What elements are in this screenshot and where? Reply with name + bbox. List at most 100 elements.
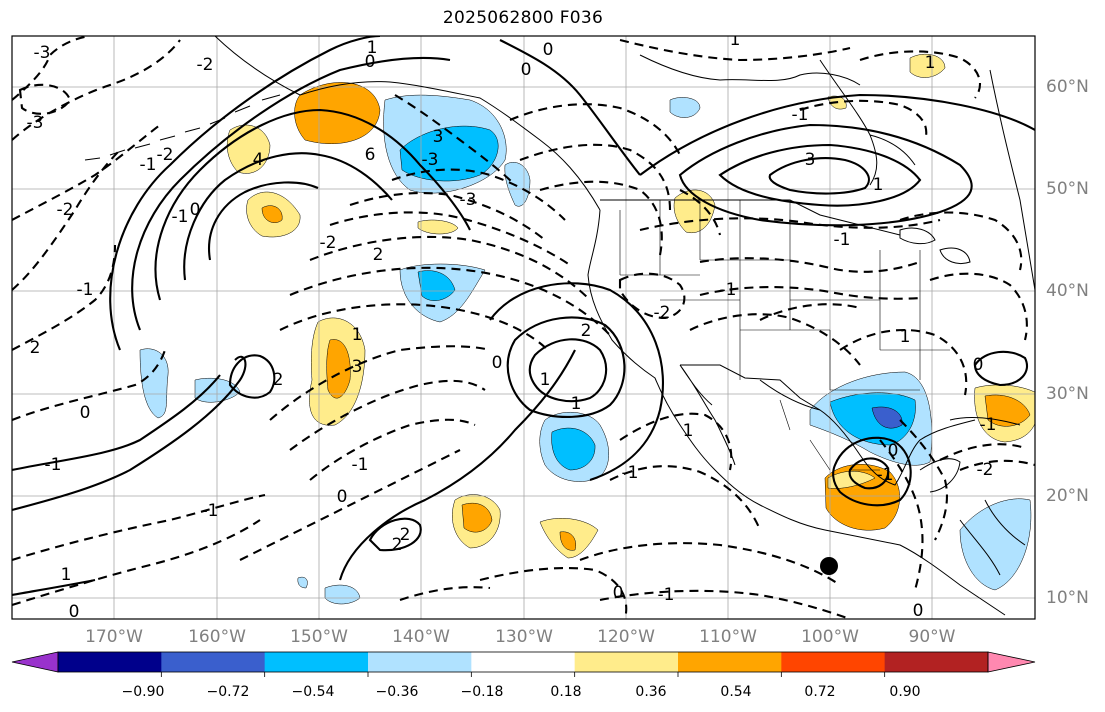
contour-positive [832, 436, 912, 507]
anomaly-negative [297, 576, 308, 589]
svg-text:1: 1 [571, 394, 582, 414]
state-borders [619, 200, 950, 391]
anomaly-positive [559, 531, 576, 551]
colorbar-tick-label: 0.36 [635, 684, 667, 700]
anomaly-positive [417, 219, 459, 235]
central-america [959, 499, 1026, 576]
contour-positive [12, 578, 96, 597]
east-canada-coast [989, 69, 1035, 291]
svg-text:6: 6 [365, 145, 376, 165]
map-title: 2025062800 F036 [442, 8, 604, 28]
anomaly-negative [551, 427, 596, 471]
coastlines [84, 36, 1035, 616]
svg-text:-1: -1 [720, 280, 737, 300]
anomaly-negative [139, 348, 169, 419]
contour-positive [183, 152, 393, 281]
colorbar-tick-label: −0.54 [291, 684, 335, 700]
contour-lines [12, 36, 1035, 619]
colorbar-outline [57, 651, 989, 673]
contour-positive [12, 374, 221, 472]
svg-text:-3: -3 [422, 150, 439, 170]
colorbar-extend-high [987, 651, 1036, 673]
colorbar-segment [574, 652, 679, 672]
svg-text:-1: -1 [140, 155, 157, 175]
anomaly-positive [261, 205, 283, 223]
anomaly-positive [984, 394, 1031, 427]
svg-text:1: 1 [540, 370, 551, 390]
svg-text:-1: -1 [45, 455, 62, 475]
lon-label-170w: 170°W [85, 627, 143, 647]
contour-positive [506, 316, 626, 418]
lon-label-100w: 100°W [801, 627, 859, 647]
contour-positive [639, 93, 1035, 176]
lon-label-140w: 140°W [392, 627, 450, 647]
contour-labels: -3 -2 -3 0 1 -2 -1 -2 -1 0 -1 2 4 3 6 -3… [27, 30, 997, 622]
contour-positive [12, 355, 247, 512]
colorbar-segment [368, 652, 472, 672]
contour-positive [228, 354, 276, 399]
svg-text:-1: -1 [202, 501, 219, 521]
lon-label-120w: 120°W [597, 627, 655, 647]
colorbar-segment [58, 652, 162, 672]
svg-text:1: 1 [900, 327, 911, 347]
svg-text:2: 2 [273, 370, 284, 390]
contour-positive [489, 282, 664, 481]
svg-text:-3: -3 [460, 190, 477, 210]
svg-text:0: 0 [888, 441, 899, 461]
svg-text:2: 2 [392, 535, 403, 555]
anomaly-negative [417, 270, 456, 301]
svg-text:1: 1 [925, 53, 936, 73]
lat-label-60n: 60°N [1046, 77, 1089, 97]
svg-text:-2: -2 [197, 55, 214, 75]
anomaly-negative [829, 392, 916, 446]
lon-label-150w: 150°W [290, 627, 348, 647]
svg-text:-1: -1 [877, 465, 894, 485]
colorbar-segment [678, 652, 782, 672]
lat-label-10n: 10°N [1046, 588, 1089, 608]
svg-text:-1: -1 [980, 415, 997, 435]
colorbar-extend-low [11, 651, 59, 673]
great-lakes [899, 227, 971, 264]
contour-positive [528, 338, 608, 403]
shaded-anomalies [139, 53, 1035, 605]
contour-positive [109, 36, 381, 351]
svg-text:1: 1 [730, 30, 741, 50]
lat-label-50n: 50°N [1046, 179, 1089, 199]
contour-positive [718, 143, 922, 207]
svg-text:-1: -1 [77, 280, 94, 300]
colorbar-tick-label: 0.54 [720, 684, 752, 700]
colorbar-segment [471, 652, 576, 672]
mexico-states [779, 399, 880, 471]
anomaly-negative [324, 584, 361, 605]
svg-text:1: 1 [367, 38, 378, 58]
svg-text:0: 0 [613, 583, 624, 603]
svg-text:2: 2 [581, 321, 592, 341]
anomaly-negative [959, 498, 1032, 591]
us-canada-border [600, 199, 901, 236]
svg-text:-1: -1 [834, 230, 851, 250]
svg-text:3: 3 [433, 127, 444, 147]
anomaly-negative [194, 377, 241, 403]
svg-text:0: 0 [365, 52, 376, 72]
anomaly-positive [461, 502, 493, 533]
yucatan [919, 458, 961, 493]
lon-label-110w: 110°W [699, 627, 757, 647]
svg-text:-3: -3 [34, 43, 51, 63]
svg-text:0: 0 [973, 355, 984, 375]
anomaly-negative [399, 125, 499, 182]
svg-text:2: 2 [400, 525, 411, 545]
svg-text:0: 0 [913, 601, 924, 621]
colorbar-segment [161, 652, 266, 672]
colorbar-tick-label: −0.18 [460, 684, 504, 700]
west-coast [587, 209, 1006, 616]
svg-text:-1: -1 [792, 105, 809, 125]
svg-text:0: 0 [69, 602, 80, 622]
svg-text:0: 0 [492, 353, 503, 373]
lon-label-130w: 130°W [495, 627, 553, 647]
svg-text:4: 4 [253, 150, 264, 170]
contour-positive [208, 181, 319, 261]
svg-text:0: 0 [337, 487, 348, 507]
lat-label-30n: 30°N [1046, 384, 1089, 404]
colorbar-tick-label: 0.90 [889, 684, 921, 700]
